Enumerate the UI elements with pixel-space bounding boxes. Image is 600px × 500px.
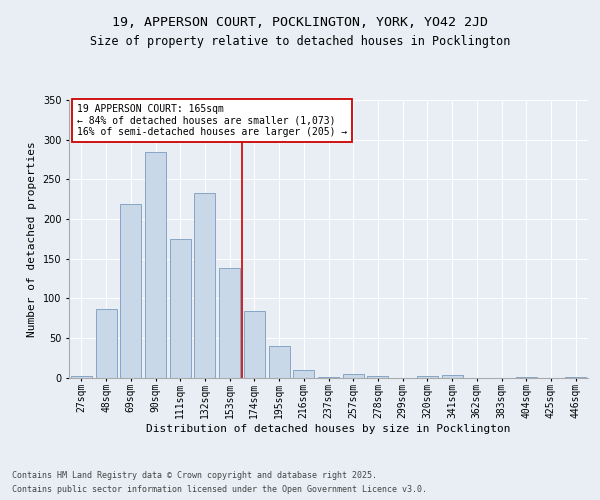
Bar <box>71 376 92 378</box>
Text: Contains HM Land Registry data © Crown copyright and database right 2025.: Contains HM Land Registry data © Crown c… <box>12 472 377 480</box>
Bar <box>293 370 314 378</box>
Bar <box>343 374 364 378</box>
Text: 19, APPERSON COURT, POCKLINGTON, YORK, YO42 2JD: 19, APPERSON COURT, POCKLINGTON, YORK, Y… <box>112 16 488 29</box>
Bar <box>95 310 116 378</box>
Bar <box>244 311 265 378</box>
Bar <box>318 376 339 378</box>
Bar <box>367 376 388 378</box>
Bar <box>269 346 290 378</box>
Text: Size of property relative to detached houses in Pocklington: Size of property relative to detached ho… <box>90 34 510 48</box>
Y-axis label: Number of detached properties: Number of detached properties <box>27 141 37 336</box>
Bar <box>120 204 141 378</box>
Bar <box>194 193 215 378</box>
X-axis label: Distribution of detached houses by size in Pocklington: Distribution of detached houses by size … <box>146 424 511 434</box>
Bar <box>516 376 537 378</box>
Bar <box>417 376 438 378</box>
Bar <box>145 152 166 378</box>
Bar <box>442 375 463 378</box>
Text: 19 APPERSON COURT: 165sqm
← 84% of detached houses are smaller (1,073)
16% of se: 19 APPERSON COURT: 165sqm ← 84% of detac… <box>77 104 347 138</box>
Bar <box>565 376 586 378</box>
Bar <box>170 239 191 378</box>
Text: Contains public sector information licensed under the Open Government Licence v3: Contains public sector information licen… <box>12 484 427 494</box>
Bar <box>219 268 240 378</box>
